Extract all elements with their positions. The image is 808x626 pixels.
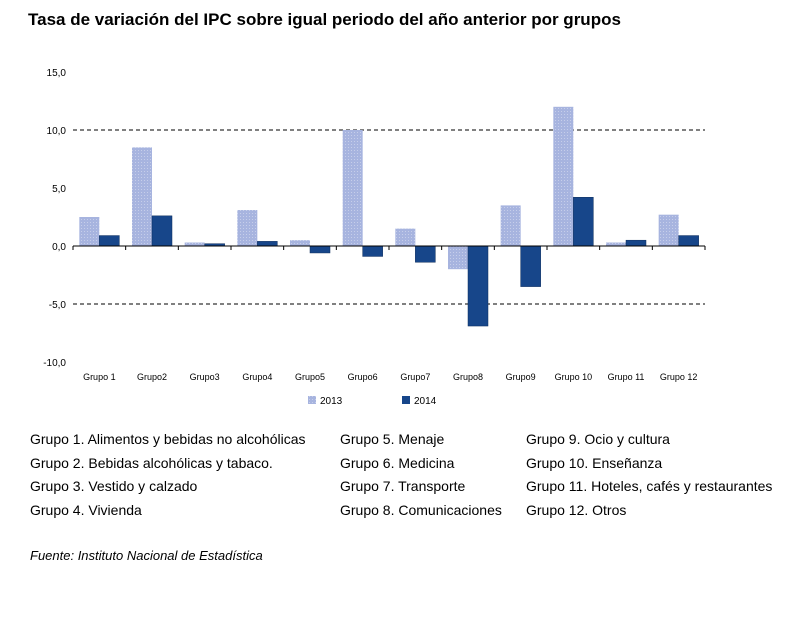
bar-2013-5 bbox=[290, 240, 310, 246]
group-legend-item: Grupo 8. Comunicaciones bbox=[340, 501, 502, 518]
group-legend-item: Grupo 1. Alimentos y bebidas no alcohóli… bbox=[30, 431, 306, 447]
legend-label-2013: 2013 bbox=[320, 396, 343, 407]
y-tick-label: -5,0 bbox=[49, 300, 67, 311]
groups-legend-col-3: Grupo 9. Ocio y cultura Grupo 10. Enseña… bbox=[526, 428, 772, 522]
source-note: Fuente: Instituto Nacional de Estadístic… bbox=[30, 548, 263, 563]
bar-chart: -10,0 -5,0 0,0 5,0 10,0 15,0 Grupo 1 Grupo2 Grup… bbox=[43, 68, 706, 407]
chart-title: Tasa de variación del IPC sobre igual pe… bbox=[28, 10, 621, 29]
x-tick-label: Grupo 11 bbox=[608, 372, 645, 382]
bar-2013-3 bbox=[184, 242, 205, 246]
x-tick-label: Grupo7 bbox=[400, 372, 430, 382]
bar-2014-6 bbox=[362, 245, 383, 257]
group-legend-item: Grupo 4. Vivienda bbox=[30, 501, 142, 518]
bar-2013-4 bbox=[237, 210, 258, 246]
bar-2014-2 bbox=[151, 215, 173, 247]
group-legend-item: Grupo 5. Menaje bbox=[340, 431, 445, 447]
x-tick-label: Grupo2 bbox=[137, 372, 167, 382]
x-tick-label: Grupo 12 bbox=[660, 372, 698, 382]
legend-swatch-2014 bbox=[402, 396, 410, 404]
bar-2014-12 bbox=[678, 235, 699, 247]
group-legend-item: Grupo 7. Transporte bbox=[340, 478, 466, 494]
groups-legend-col-1: Grupo 1. Alimentos y bebidas no alcohóli… bbox=[30, 428, 306, 522]
bar-2013-6 bbox=[342, 130, 363, 246]
bar-2013-1 bbox=[79, 217, 100, 246]
bar-2013-9 bbox=[500, 205, 521, 246]
x-tick-label: Grupo4 bbox=[242, 372, 272, 382]
y-tick-label: 10,0 bbox=[47, 126, 67, 137]
x-tick-label: Grupo8 bbox=[453, 372, 483, 382]
x-tick-label: Grupo5 bbox=[295, 372, 325, 382]
bar-2014-8 bbox=[467, 245, 489, 327]
bar-2014-5 bbox=[309, 245, 331, 254]
bar-2013-11 bbox=[606, 242, 626, 246]
group-legend-item: Grupo 3. Vestido y calzado bbox=[30, 478, 198, 494]
group-legend-item: Grupo 6. Medicina bbox=[340, 454, 455, 471]
x-tick-label: Grupo3 bbox=[190, 372, 220, 382]
y-tick-label: -10,0 bbox=[43, 358, 66, 369]
x-tick-label: Grupo9 bbox=[506, 372, 536, 382]
bar-2014-1 bbox=[99, 235, 120, 247]
y-tick-label: 5,0 bbox=[52, 184, 66, 195]
group-legend-item: Grupo 2. Bebidas alcohólicas y tabaco. bbox=[30, 454, 273, 471]
x-tick-label: Grupo 1 bbox=[83, 372, 116, 382]
bar-2013-8 bbox=[448, 246, 468, 270]
bar-2014-7 bbox=[415, 245, 436, 263]
legend-swatch-2013 bbox=[308, 396, 316, 404]
groups-legend-col-2: Grupo 5. Menaje Grupo 6. Medicina Grupo … bbox=[340, 428, 502, 522]
legend-label-2014: 2014 bbox=[414, 396, 437, 407]
bar-2013-2 bbox=[132, 147, 152, 246]
group-legend-item: Grupo 9. Ocio y cultura bbox=[526, 431, 670, 447]
group-legend-item: Grupo 10. Enseñanza bbox=[526, 454, 663, 471]
x-tick-label: Grupo6 bbox=[348, 372, 378, 382]
y-tick-label: 15,0 bbox=[47, 68, 67, 79]
group-legend-item: Grupo 11. Hoteles, cafés y restaurantes bbox=[526, 478, 773, 494]
bar-2014-4 bbox=[257, 241, 278, 247]
bar-2014-9 bbox=[520, 245, 541, 287]
bar-2013-7 bbox=[395, 228, 416, 246]
bar-2014-10 bbox=[573, 197, 594, 247]
y-tick-label: 0,0 bbox=[52, 242, 66, 253]
bar-2013-10 bbox=[553, 106, 574, 246]
x-tick-label: Grupo 10 bbox=[555, 372, 593, 382]
bar-2013-12 bbox=[658, 214, 679, 246]
group-legend-item: Grupo 12. Otros bbox=[526, 501, 627, 518]
bar-2014-11 bbox=[625, 239, 647, 247]
